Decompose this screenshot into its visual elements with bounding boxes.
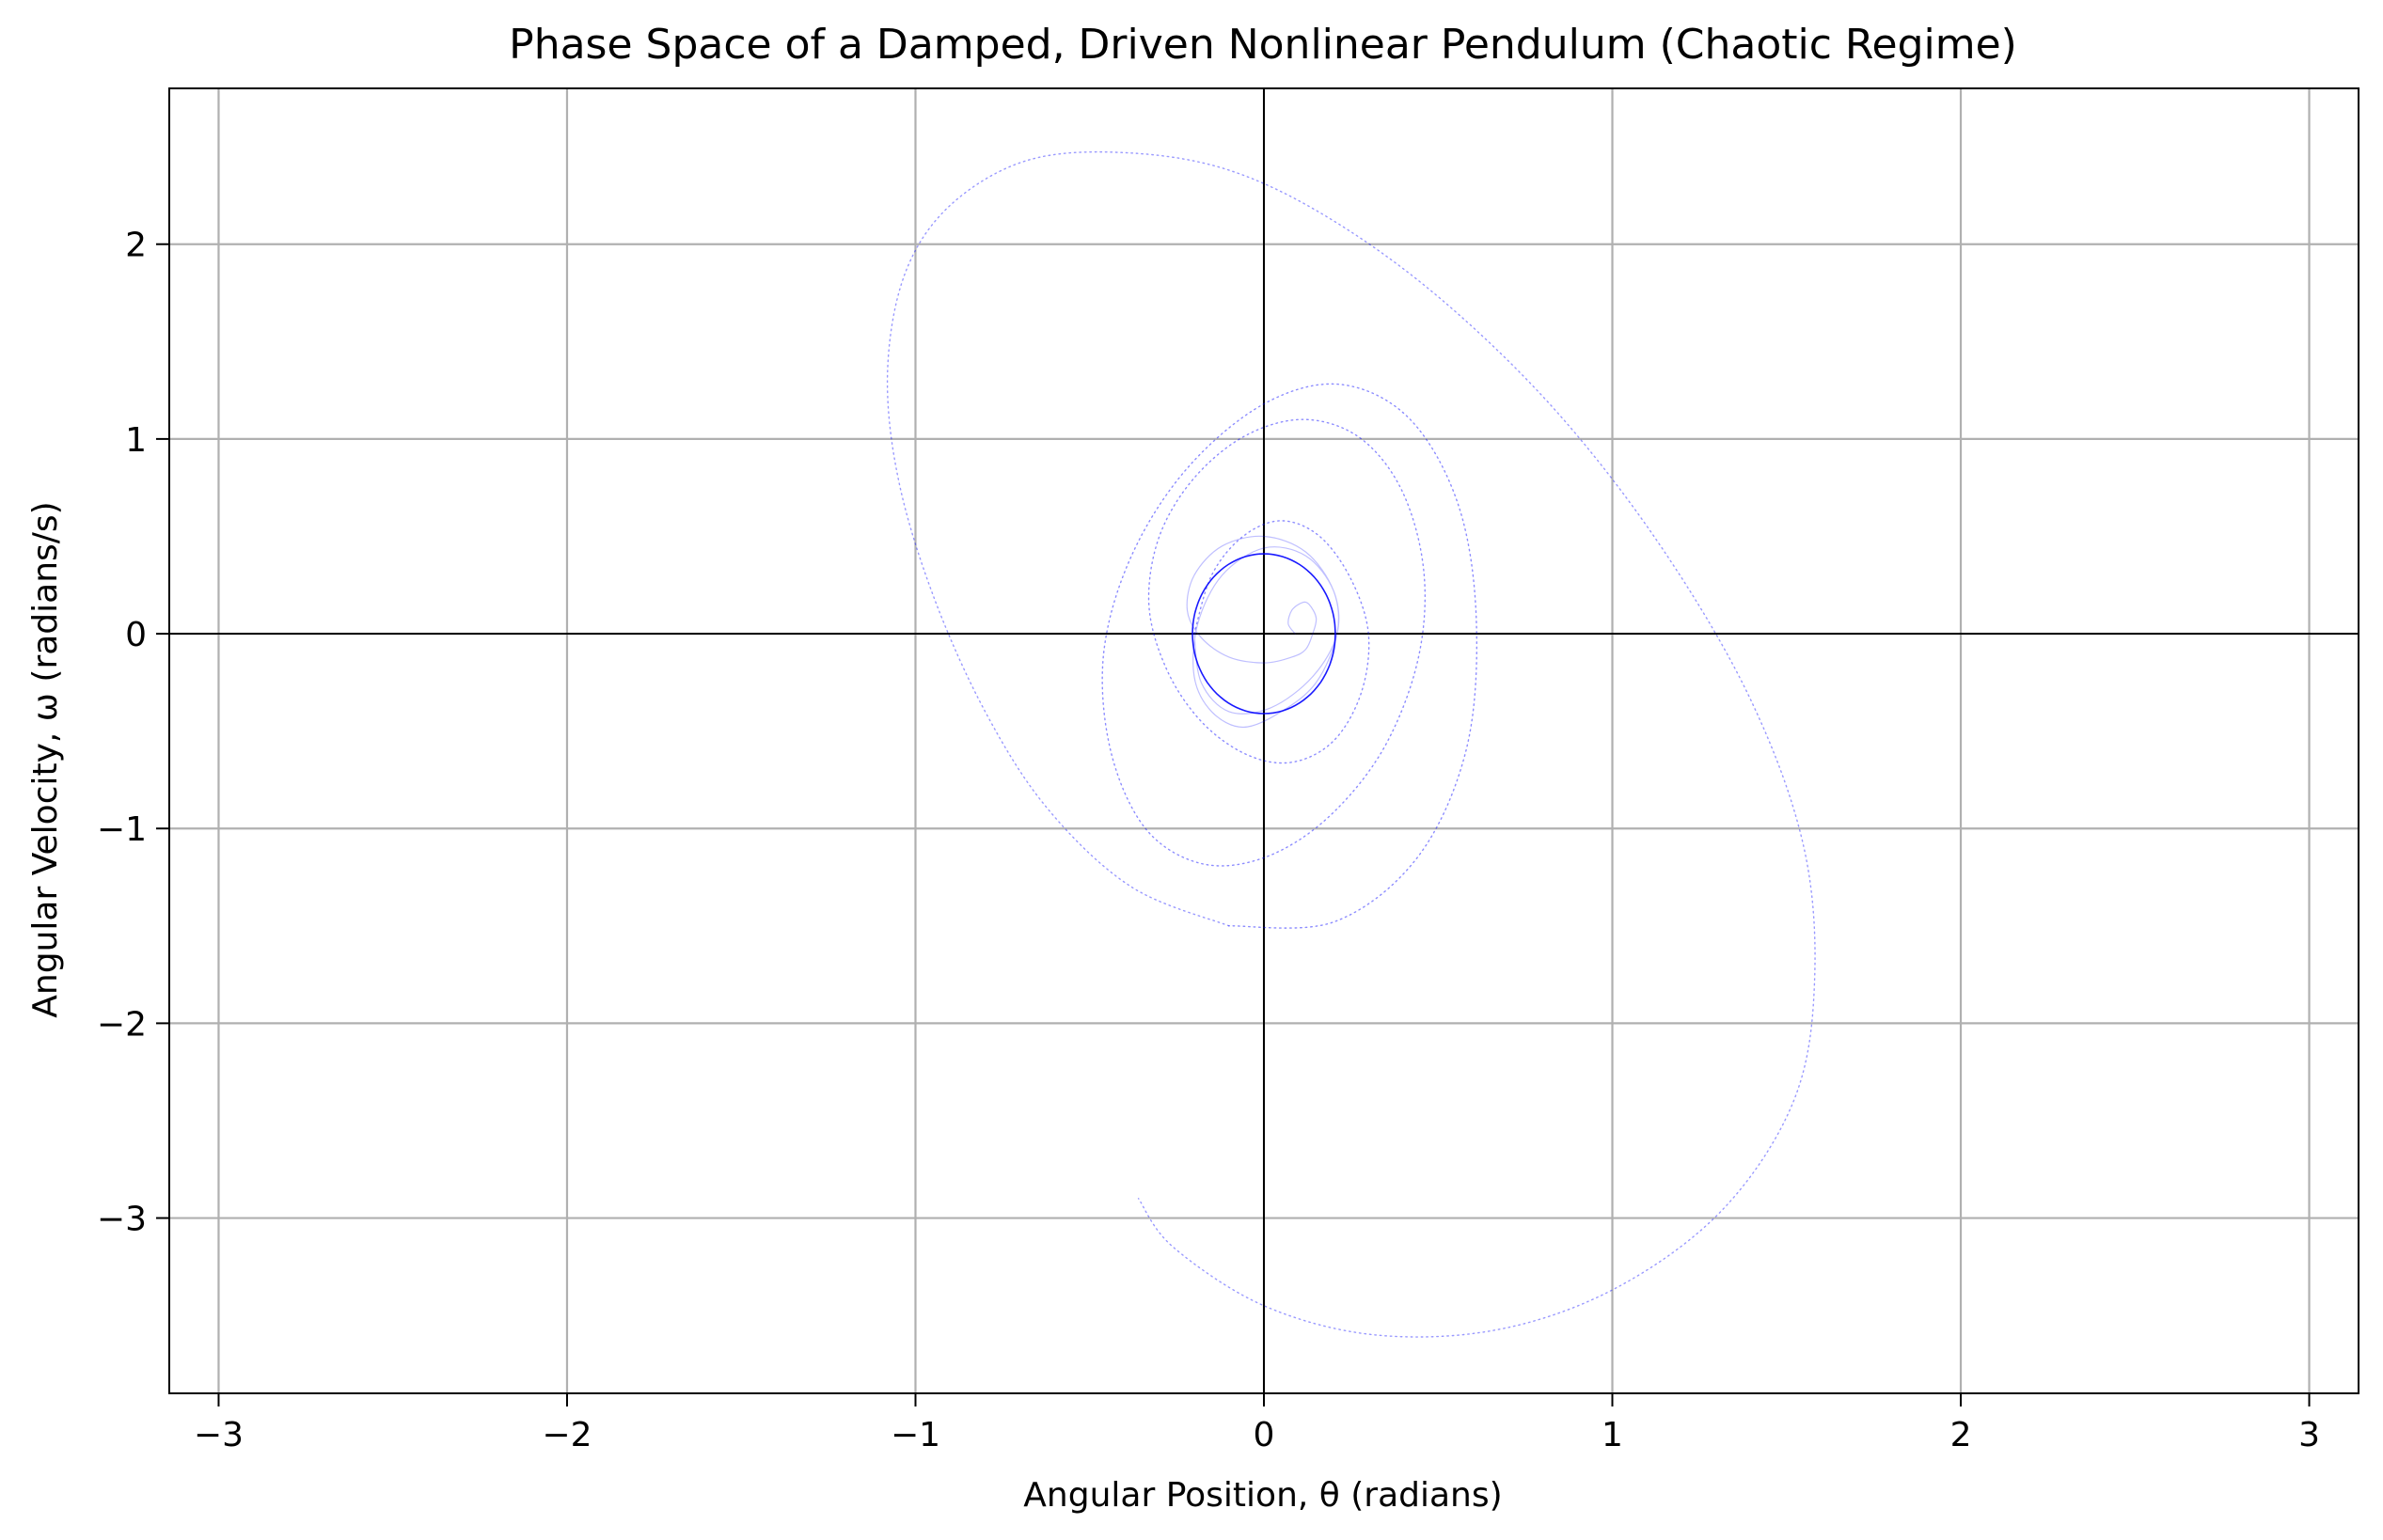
x-tick-label: 3 <box>2298 1416 2320 1454</box>
y-tick-label: 1 <box>125 421 147 460</box>
y-tick-label: −1 <box>97 810 147 849</box>
x-axis-ticks: −3 −2 −1 0 1 2 3 <box>194 1393 2320 1454</box>
y-axis-label: Angular Velocity, ω (radians/s) <box>26 501 65 1017</box>
chart-title: Phase Space of a Damped, Driven Nonlinea… <box>509 21 2017 69</box>
x-tick-label: −2 <box>542 1416 592 1454</box>
y-tick-label: −2 <box>97 1005 147 1044</box>
attractor-loop <box>1192 553 1336 715</box>
y-axis-ticks: −3 −2 −1 0 1 2 <box>97 227 169 1239</box>
x-tick-label: 2 <box>1950 1416 1972 1454</box>
y-tick-label: 0 <box>125 616 147 654</box>
plot-area: −3 −2 −1 0 1 2 3 −3 −2 −1 0 1 2 <box>97 87 2359 1454</box>
reference-lines <box>169 88 2359 1393</box>
x-tick-label: −3 <box>194 1416 244 1454</box>
y-tick-label: −3 <box>97 1201 147 1239</box>
x-tick-label: 0 <box>1254 1416 1275 1454</box>
x-axis-label: Angular Position, θ (radians) <box>1023 1476 1502 1515</box>
trajectory-series-1 <box>1186 535 1340 729</box>
x-tick-label: 1 <box>1602 1416 1623 1454</box>
x-tick-label: −1 <box>891 1416 940 1454</box>
y-tick-label: 2 <box>125 227 147 265</box>
trajectory-series-3 <box>886 150 1816 1338</box>
series-layer <box>886 150 1816 1338</box>
trajectory-series-2 <box>1101 383 1478 929</box>
